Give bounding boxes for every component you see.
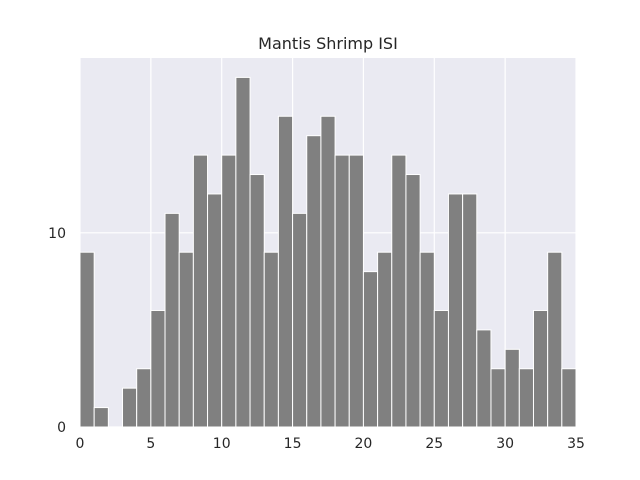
histogram-bar <box>518 368 534 428</box>
histogram-bar <box>504 348 520 428</box>
histogram-bar <box>164 212 180 428</box>
histogram-bar <box>263 251 279 428</box>
histogram-bar <box>178 251 194 428</box>
histogram-bar <box>433 309 449 428</box>
histogram-bar <box>334 154 350 428</box>
histogram-bar <box>93 407 109 428</box>
histogram-bar <box>136 368 152 428</box>
x-tick-label: 0 <box>76 436 85 452</box>
histogram-bar <box>490 368 506 428</box>
histogram-bar <box>532 309 549 428</box>
histogram-bar <box>320 115 336 428</box>
histogram-bar <box>150 309 166 428</box>
histogram-bar <box>277 115 294 428</box>
x-tick-label: 20 <box>355 436 373 452</box>
histogram-bar <box>292 212 308 428</box>
x-tick-label: 25 <box>425 436 443 452</box>
x-tick-label: 30 <box>496 436 514 452</box>
y-tick-label: 0 <box>57 420 66 436</box>
x-tick-label: 10 <box>213 436 231 452</box>
bars <box>79 76 577 428</box>
histogram-bar <box>306 135 322 428</box>
x-tick-label: 35 <box>567 436 585 452</box>
histogram-bar <box>547 251 563 428</box>
histogram-bar <box>377 251 393 428</box>
y-tick-labels: 0 10 <box>48 226 66 436</box>
histogram-bar <box>207 193 223 428</box>
histogram-bar <box>405 174 421 428</box>
histogram-bar <box>249 174 265 428</box>
x-tick-labels: 0 5 10 15 20 25 30 35 <box>76 436 585 452</box>
histogram-bar <box>348 154 364 428</box>
histogram-bar <box>476 329 492 428</box>
histogram-bar <box>122 387 138 428</box>
histogram-bar <box>462 193 478 428</box>
histogram-bar <box>192 154 209 428</box>
histogram-bar <box>235 76 251 428</box>
chart-title: Mantis Shrimp ISI <box>258 34 398 53</box>
y-tick-label: 10 <box>48 226 66 242</box>
histogram-bar <box>391 154 407 428</box>
x-tick-label: 15 <box>284 436 302 452</box>
histogram-bar <box>561 368 577 428</box>
histogram-bar <box>79 251 95 428</box>
histogram-bar <box>221 154 237 428</box>
x-tick-label: 5 <box>146 436 155 452</box>
histogram-bar <box>362 271 379 428</box>
histogram-bar <box>419 251 435 428</box>
histogram-bar <box>447 193 464 428</box>
